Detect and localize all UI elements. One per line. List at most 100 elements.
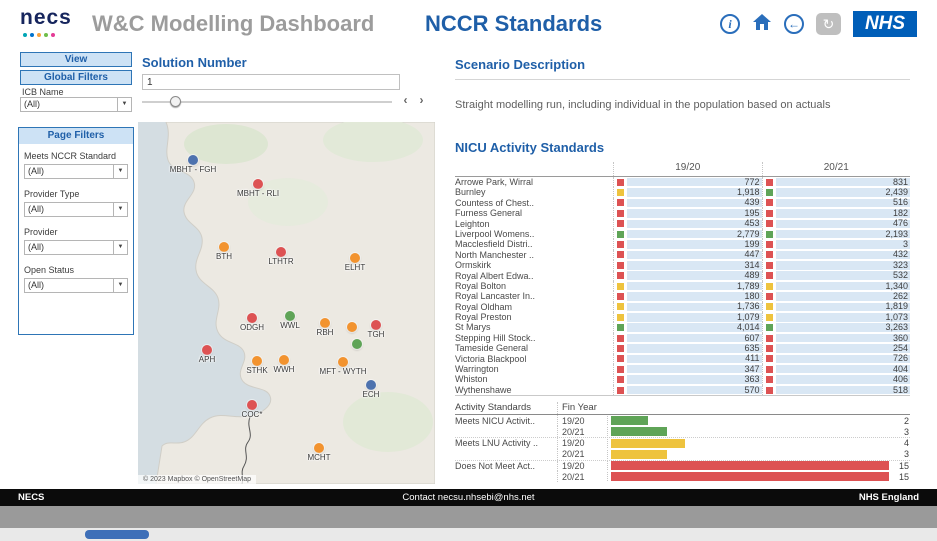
year-cell: 726 xyxy=(761,353,910,365)
map-attribution[interactable]: © 2023 Mapbox © OpenStreetMap xyxy=(138,475,256,484)
table-row[interactable]: St Marys 4,014 3,263 xyxy=(455,322,910,333)
marker-dot[interactable] xyxy=(314,443,324,453)
value-label: 323 xyxy=(892,259,908,270)
table-row[interactable]: Royal Oldham 1,736 1,819 xyxy=(455,301,910,313)
summary-row[interactable]: Does Not Meet Act.. 19/20 15 xyxy=(455,459,910,471)
home-icon[interactable] xyxy=(752,13,772,36)
filter-dropdown[interactable]: (All) ▼ xyxy=(24,202,128,217)
value-label: 831 xyxy=(892,176,908,187)
marker-dot[interactable] xyxy=(247,313,257,323)
marker-dot[interactable] xyxy=(347,322,357,332)
table-row[interactable]: Royal Albert Edwa.. 489 532 xyxy=(455,270,910,281)
filter-dropdown[interactable]: (All) ▼ xyxy=(24,164,128,179)
marker-dot[interactable] xyxy=(350,253,360,263)
marker-dot[interactable] xyxy=(219,242,229,252)
year-cell: 447 xyxy=(613,249,762,261)
value-bar: 4,014 xyxy=(627,323,762,332)
footer-contact[interactable]: Contact necsu.nhsebi@nhs.net xyxy=(402,492,535,503)
summary-body: Meets NICU Activit.. 19/20 2 20/21 3 Meets LN… xyxy=(455,415,910,483)
marker-dot[interactable] xyxy=(276,247,286,257)
horizontal-scrollbar[interactable] xyxy=(0,528,937,541)
summary-bar xyxy=(611,449,667,459)
info-icon[interactable]: i xyxy=(720,14,740,34)
marker-dot[interactable] xyxy=(366,380,376,390)
solution-number-input[interactable] xyxy=(142,74,400,90)
chevron-down-icon: ▼ xyxy=(113,165,127,178)
fin-year: 20/21 xyxy=(557,426,607,438)
value-bar: 262 xyxy=(775,291,910,301)
back-icon[interactable]: ← xyxy=(784,14,804,34)
status-square xyxy=(617,241,624,249)
table-row[interactable]: Macclesfield Distri.. 199 3 xyxy=(455,239,910,250)
status-square xyxy=(617,365,624,373)
table-row[interactable]: Victoria Blackpool 411 726 xyxy=(455,353,910,365)
marker-dot[interactable] xyxy=(202,345,212,355)
filter-dropdown[interactable]: (All) ▼ xyxy=(24,240,128,255)
marker-dot[interactable] xyxy=(279,355,289,365)
summary-row[interactable]: Meets NICU Activit.. 19/20 2 xyxy=(455,415,910,427)
table-row[interactable]: Whiston 363 406 xyxy=(455,374,910,385)
value-bar: 726 xyxy=(775,354,910,364)
next-solution-button[interactable]: › xyxy=(419,93,424,107)
table-row[interactable]: Warrington 347 404 xyxy=(455,363,910,375)
year-cell: 1,918 xyxy=(613,187,762,198)
summary-label: Meets NICU Activit.. xyxy=(455,415,536,426)
marker-dot[interactable] xyxy=(352,339,362,349)
year-cell: 1,789 xyxy=(613,280,762,292)
icb-name-dropdown[interactable]: (All) ▼ xyxy=(20,97,132,112)
provider-map[interactable]: MBHT - FGH MBHT - RLI BTH LTHTR ELHT ODGH WWL R… xyxy=(138,122,435,484)
marker-dot[interactable] xyxy=(320,318,330,328)
table-row[interactable]: Ormskirk 314 323 xyxy=(455,259,910,271)
marker-dot[interactable] xyxy=(253,179,263,189)
marker-dot[interactable] xyxy=(247,400,257,410)
refresh-icon[interactable]: ↻ xyxy=(816,13,841,35)
marker-dot[interactable] xyxy=(338,357,348,367)
previous-solution-button[interactable]: ‹ xyxy=(403,93,408,107)
summary-row[interactable]: 20/21 3 xyxy=(455,448,910,460)
summary-value: 2 xyxy=(903,415,909,426)
table-row[interactable]: Wythenshawe 570 518 xyxy=(455,384,910,396)
table-row[interactable]: Furness General 195 182 xyxy=(455,208,910,219)
filter-dropdown[interactable]: (All) ▼ xyxy=(24,278,128,293)
marker-label: MCHT xyxy=(307,453,331,462)
value-label: 447 xyxy=(744,249,760,260)
scrollbar-thumb[interactable] xyxy=(85,530,149,539)
global-filters-button[interactable]: Global Filters xyxy=(20,70,132,85)
marker-label: APH xyxy=(198,355,216,364)
table-row[interactable]: Royal Lancaster In.. 180 262 xyxy=(455,291,910,302)
summary-row[interactable]: 20/21 15 xyxy=(455,470,910,483)
table-row[interactable]: Royal Bolton 1,789 1,340 xyxy=(455,280,910,292)
slider-track[interactable] xyxy=(142,101,392,103)
table-row[interactable]: Countess of Chest.. 439 516 xyxy=(455,197,910,209)
table-row[interactable]: Royal Preston 1,079 1,073 xyxy=(455,311,910,323)
value-label: 1,918 xyxy=(736,187,760,198)
value-label: 1,079 xyxy=(736,311,760,322)
header-toolbar: i ← ↻ NHS xyxy=(720,11,917,37)
table-row[interactable]: Liverpool Womens.. 2,779 2,193 xyxy=(455,228,910,240)
table-row[interactable]: North Manchester .. 447 432 xyxy=(455,249,910,261)
summary-header-label: Activity Standards xyxy=(455,402,532,413)
summary-row[interactable]: 20/21 3 xyxy=(455,426,910,438)
status-square xyxy=(617,313,624,321)
table-row[interactable]: Stepping Hill Stock.. 607 360 xyxy=(455,332,910,344)
view-button[interactable]: View xyxy=(20,52,132,67)
slider-handle[interactable] xyxy=(170,96,181,107)
necs-logo-text: necs xyxy=(20,6,72,29)
marker-label: MFT - WYTH xyxy=(319,367,367,376)
status-square xyxy=(765,344,773,352)
table-row[interactable]: Tameside General 635 254 xyxy=(455,343,910,354)
year-cell: 195 xyxy=(613,208,762,219)
solution-number-slider[interactable] xyxy=(142,96,392,108)
marker-dot[interactable] xyxy=(371,320,381,330)
year-cell: 607 xyxy=(613,332,762,344)
table-row[interactable]: Leighton 453 476 xyxy=(455,218,910,229)
summary-row[interactable]: Meets LNU Activity .. 19/20 4 xyxy=(455,437,910,449)
table-row[interactable]: Burnley 1,918 2,439 xyxy=(455,187,910,198)
marker-dot[interactable] xyxy=(188,155,198,165)
divider xyxy=(455,79,910,80)
marker-dot[interactable] xyxy=(252,356,262,366)
value-bar: 195 xyxy=(627,208,762,218)
marker-dot[interactable] xyxy=(285,311,295,321)
value-label: 404 xyxy=(892,363,908,374)
table-row[interactable]: Arrowe Park, Wirral 772 831 xyxy=(455,176,910,188)
